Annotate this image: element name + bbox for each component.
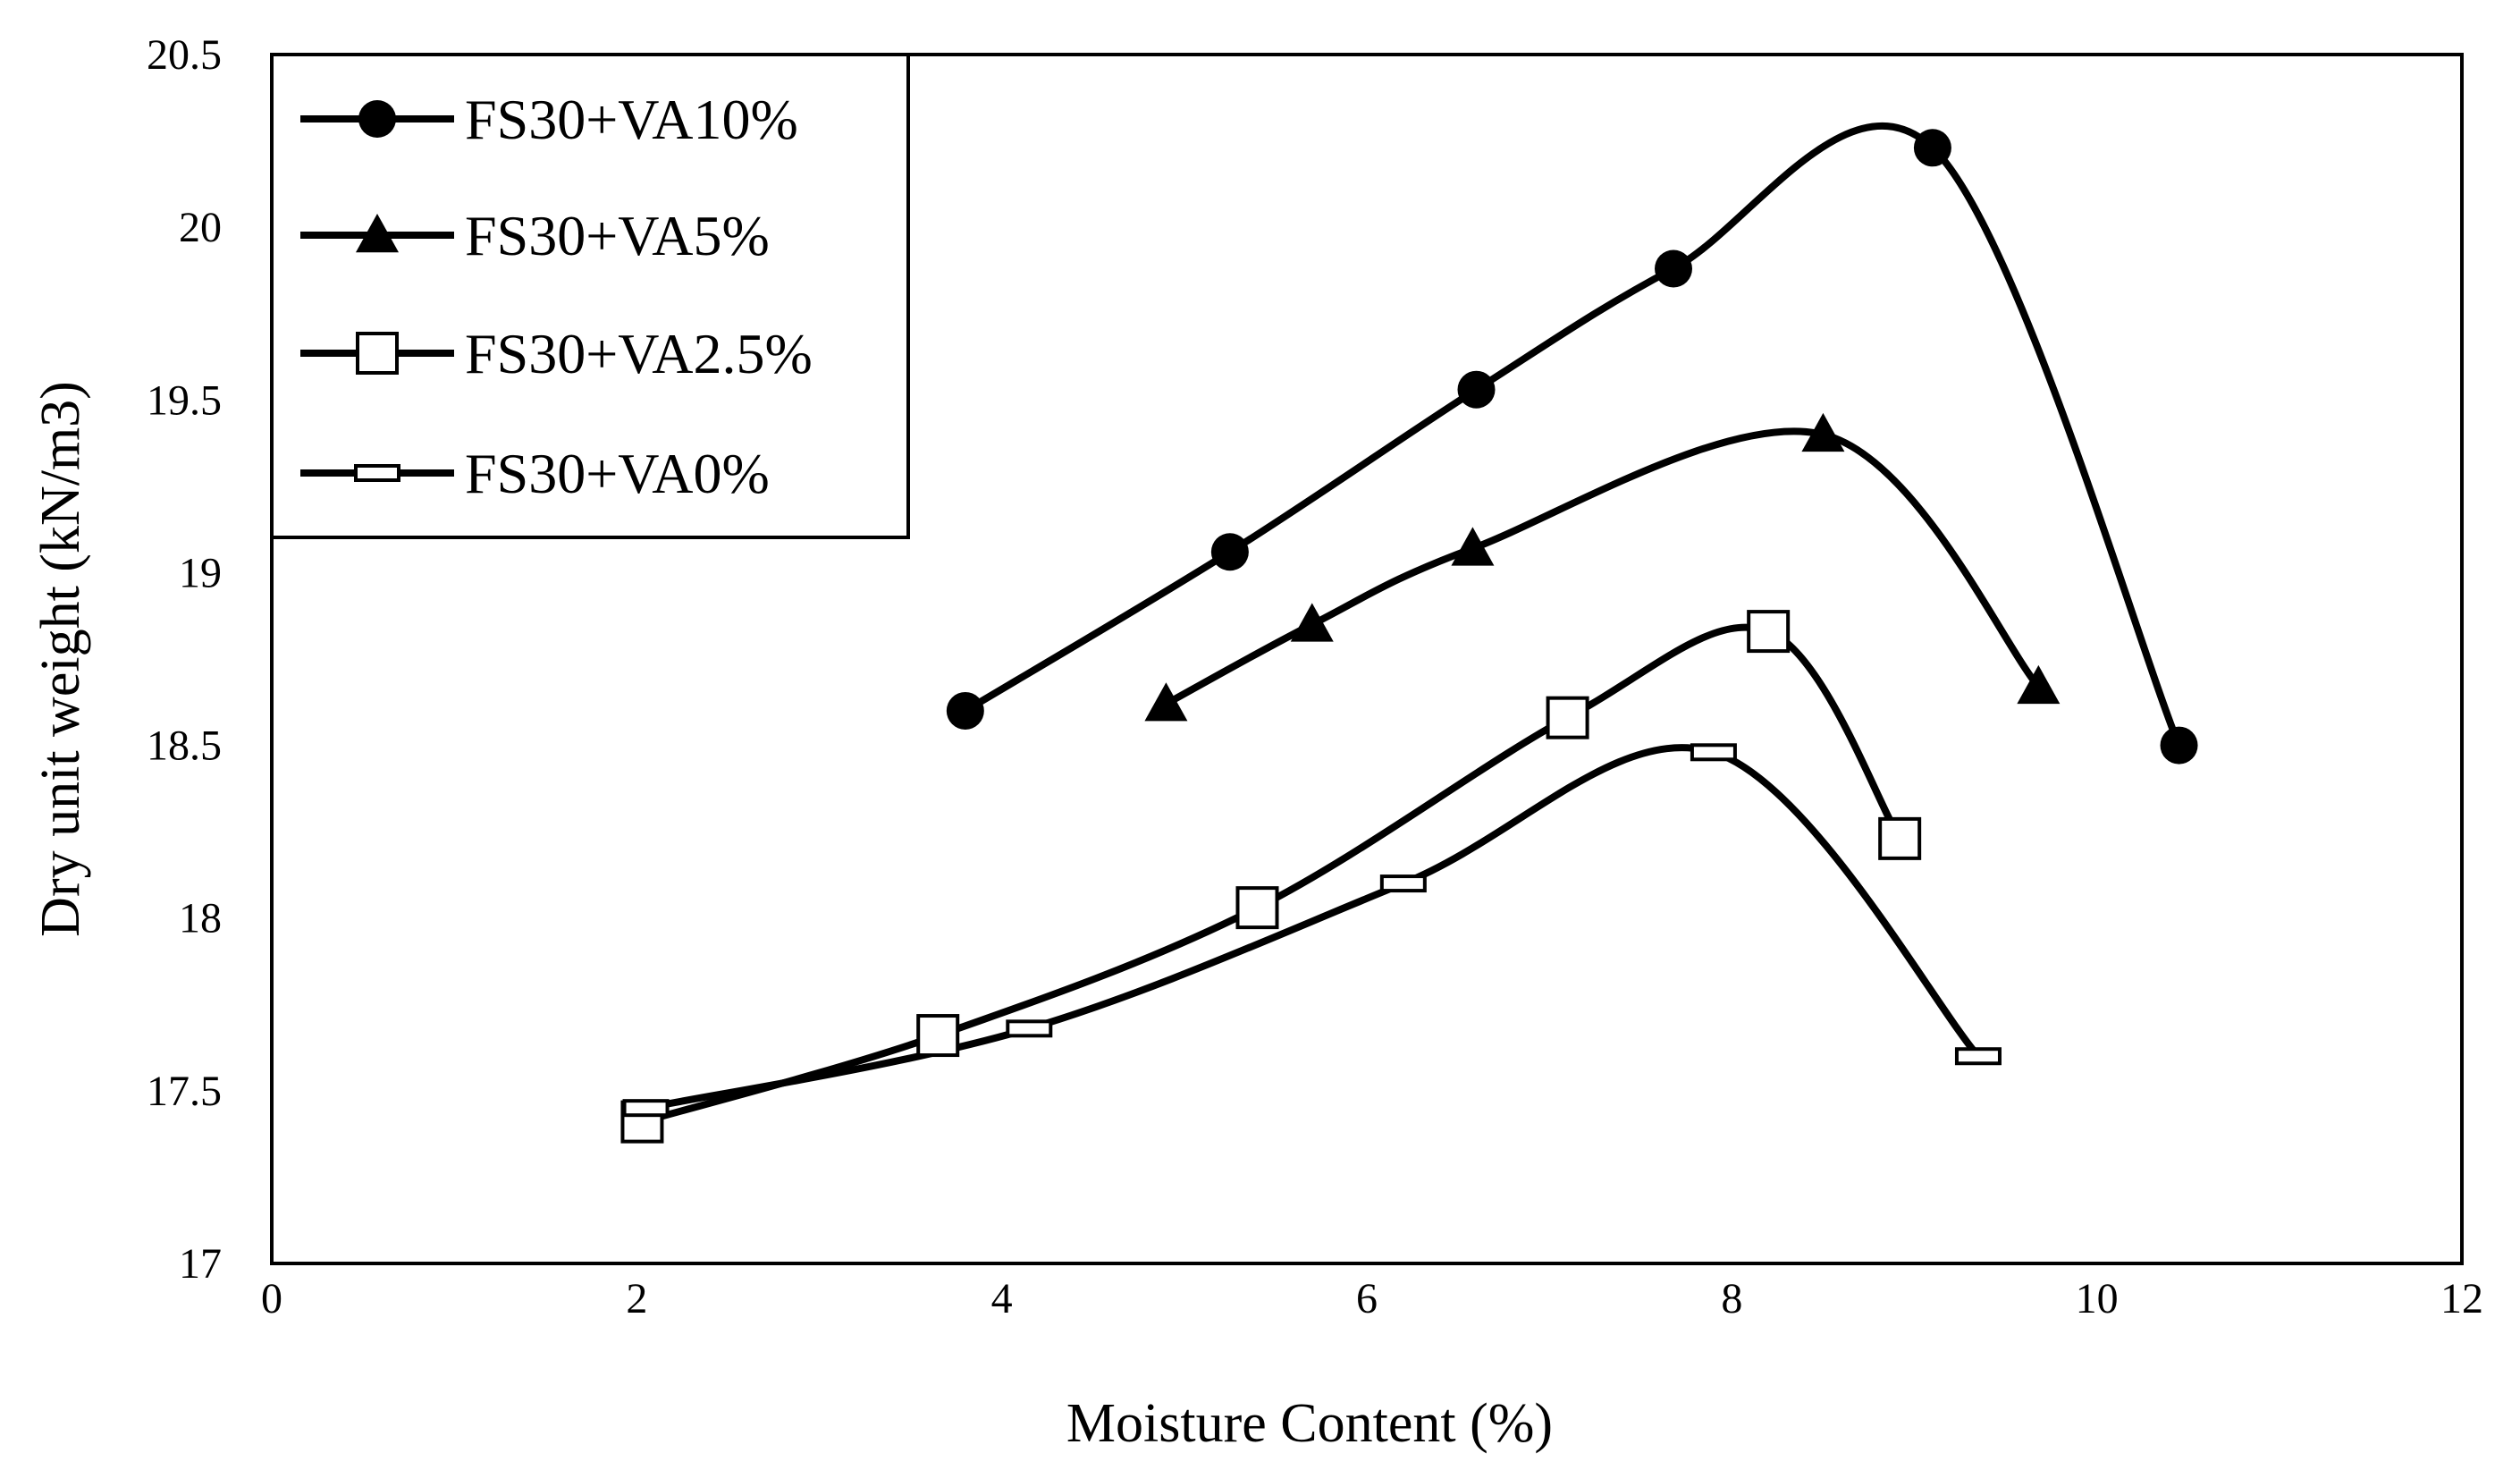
y-tick-label: 19 (179, 549, 222, 596)
data-point (1747, 610, 1791, 654)
y-tick-label: 17 (179, 1240, 222, 1288)
legend-marker (356, 214, 399, 253)
x-tick-label: 8 (1721, 1275, 1742, 1322)
data-point (1451, 527, 1495, 566)
data-point (1235, 886, 1279, 930)
x-tick-label: 0 (261, 1275, 282, 1322)
data-point (1144, 682, 1188, 722)
legend-marker (354, 464, 400, 482)
data-point (2017, 664, 2061, 705)
data-point (946, 691, 984, 730)
data-point (2160, 726, 2198, 765)
x-tick-label: 4 (991, 1275, 1013, 1322)
x-axis-title: Moisture Content (%) (1066, 1393, 1553, 1454)
legend-marker (356, 332, 399, 375)
legend-label: FS30+VA0% (465, 442, 770, 505)
plot-area-frame (270, 53, 2464, 1265)
data-point (1006, 1019, 1053, 1038)
x-axis-ticks: 0 2 4 6 8 10 12 (261, 1275, 2483, 1322)
y-tick-label: 18 (179, 895, 222, 942)
data-point (1655, 249, 1692, 288)
legend-label: FS30+VA2.5% (465, 322, 813, 385)
legend-label: FS30+VA10% (465, 88, 798, 151)
series-line-FS30+VA5% (1164, 427, 2042, 707)
legend: FS30+VA10% FS30+VA5% FS30+VA2.5% FS30+VA0% (270, 53, 910, 539)
series-line-FS30+VA10% (963, 122, 2183, 748)
series-line-FS30+VA0% (645, 744, 1981, 1112)
y-axis-ticks: 17 17.5 18 18.5 19 19.5 20 20.5 (147, 31, 222, 1288)
data-point (916, 1014, 960, 1058)
data-point (1878, 816, 1922, 860)
legend-label: FS30+VA5% (465, 204, 770, 267)
x-tick-label: 6 (1356, 1275, 1378, 1322)
data-point (1801, 412, 1845, 452)
series-line-FS30+VA2.5% (641, 623, 1903, 1126)
data-point (1690, 743, 1737, 762)
data-point (1954, 1047, 2002, 1066)
data-point (622, 1099, 670, 1118)
data-point (1913, 129, 1951, 167)
x-tick-label: 2 (626, 1275, 647, 1322)
y-tick-label: 17.5 (147, 1068, 222, 1115)
data-point (1457, 370, 1496, 409)
data-point (1210, 533, 1249, 571)
y-tick-label: 20.5 (147, 31, 222, 79)
x-tick-label: 10 (2076, 1275, 2119, 1322)
data-point (1290, 603, 1334, 642)
data-point (1379, 874, 1427, 893)
y-tick-label: 20 (179, 204, 222, 251)
y-tick-label: 18.5 (147, 722, 222, 770)
x-tick-label: 12 (2440, 1275, 2483, 1322)
legend-marker (358, 100, 396, 138)
y-axis-title: Dry unit weight (kN/m3) (30, 381, 91, 937)
data-point (1546, 696, 1589, 739)
series-markers (620, 129, 2198, 1144)
y-tick-label: 19.5 (147, 376, 222, 424)
